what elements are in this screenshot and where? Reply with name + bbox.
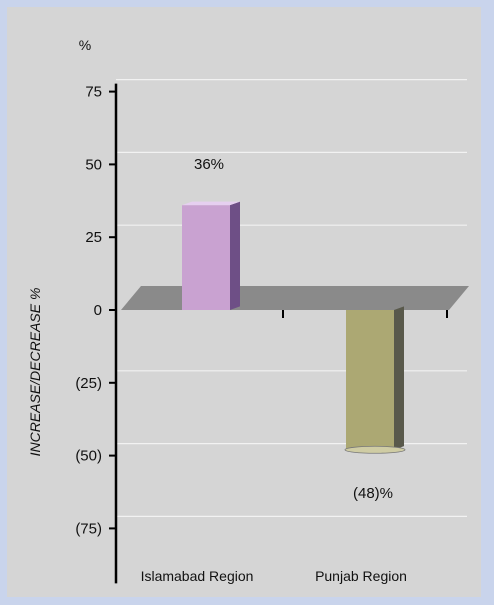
y-tick-label: 25 bbox=[85, 229, 102, 246]
bar-front bbox=[182, 205, 230, 310]
bar-punjab-region bbox=[344, 306, 406, 454]
gridlines bbox=[116, 78, 467, 518]
bar-side bbox=[230, 201, 240, 310]
zero-plane bbox=[121, 286, 469, 310]
category-label: Punjab Region bbox=[315, 568, 407, 584]
y-tick-label: (75) bbox=[75, 520, 102, 537]
y-tick-label: (25) bbox=[75, 375, 102, 392]
y-tick-label: (50) bbox=[75, 448, 102, 465]
bar-front bbox=[346, 310, 394, 450]
labels: 36% Islamabad Region (48)% Punjab Region bbox=[141, 156, 407, 584]
category-label: Islamabad Region bbox=[141, 568, 254, 584]
bar-islamabad-region bbox=[182, 201, 240, 310]
y-tick-label: 50 bbox=[85, 156, 102, 173]
y-tick-label: 0 bbox=[94, 302, 102, 319]
bar-cap bbox=[182, 201, 240, 206]
y-axis-ticks: 75 50 25 0 (25) (50) (75) bbox=[75, 84, 116, 537]
bars bbox=[182, 201, 406, 454]
y-tick-label: 75 bbox=[85, 84, 102, 101]
data-label: 36% bbox=[194, 156, 224, 173]
data-label: (48)% bbox=[353, 485, 393, 502]
unit-label: % bbox=[79, 37, 91, 53]
y-axis-title: INCREASE/DECREASE % bbox=[27, 288, 43, 457]
bar-side bbox=[394, 306, 404, 450]
bar-cap bbox=[344, 445, 406, 454]
x-axis-ticks bbox=[282, 310, 448, 318]
